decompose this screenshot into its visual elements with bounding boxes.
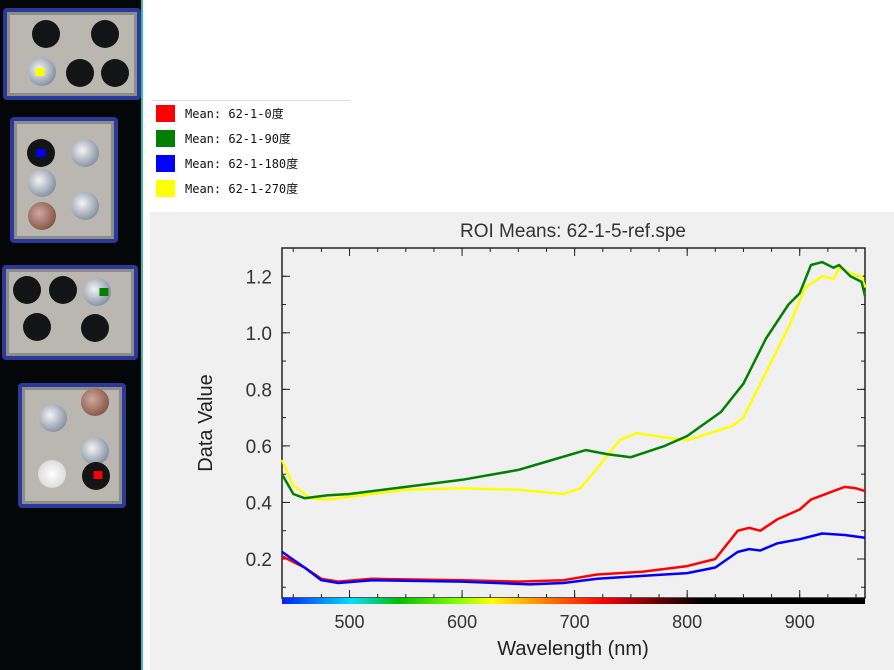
legend-item[interactable]: Mean: 62-1-180度 — [156, 153, 298, 173]
y-axis-label: Data Value — [195, 374, 217, 471]
legend-swatch — [156, 154, 175, 172]
series-line-2 — [281, 532, 866, 586]
sample-hole — [23, 313, 51, 341]
series-line-3 — [280, 266, 867, 501]
sample-image-panel — [0, 0, 143, 670]
sample-hole — [13, 276, 41, 304]
legend-swatch — [156, 104, 175, 122]
roi-marker-blue[interactable] — [36, 149, 46, 157]
sample-hole — [39, 404, 67, 432]
legend-swatch — [156, 129, 175, 147]
y-tick-label: 1.0 — [246, 324, 272, 345]
series-line-0 — [281, 485, 866, 583]
sample-hole — [81, 437, 109, 465]
sample-hole — [32, 20, 60, 48]
sample-hole — [28, 169, 56, 197]
sample-card-2 — [10, 117, 118, 243]
x-tick-label: 900 — [785, 612, 815, 632]
legend-label: Mean: 62-1-90度 — [185, 131, 291, 146]
x-tick-label: 800 — [672, 612, 702, 632]
chart-panel — [150, 212, 894, 670]
y-tick-label: 0.4 — [246, 493, 273, 514]
sample-hole — [81, 314, 109, 342]
legend-label: Mean: 62-1-180度 — [185, 156, 299, 171]
y-tick-label: 0.6 — [246, 437, 272, 458]
x-tick-label: 600 — [447, 612, 477, 632]
sample-hole — [49, 276, 77, 304]
series-line-1 — [280, 260, 867, 500]
sample-hole — [38, 460, 66, 488]
legend-item[interactable]: Mean: 62-1-90度 — [156, 128, 291, 148]
sample-hole — [71, 192, 99, 220]
x-tick-label: 700 — [560, 612, 590, 632]
y-tick-label: 0.8 — [246, 380, 272, 401]
x-tick-label: 500 — [335, 612, 365, 632]
y-tick-label: 0.2 — [246, 550, 272, 571]
legend-item[interactable]: Mean: 62-1-0度 — [156, 103, 284, 123]
legend-label: Mean: 62-1-270度 — [185, 181, 299, 196]
wavelength-colorbar — [282, 598, 865, 604]
plot-area — [281, 247, 866, 599]
legend-swatch — [156, 179, 175, 197]
legend-item[interactable]: Mean: 62-1-270度 — [156, 178, 298, 198]
y-tick-label: 1.2 — [246, 267, 272, 288]
sample-hole — [101, 59, 129, 87]
roi-marker-red[interactable] — [93, 471, 103, 479]
sample-hole — [91, 20, 119, 48]
roi-marker-yellow[interactable] — [35, 68, 45, 76]
legend: Mean: 62-1-0度 Mean: 62-1-90度 Mean: 62-1-… — [152, 100, 350, 205]
sample-hole — [28, 202, 56, 230]
x-axis-label: Wavelength (nm) — [497, 638, 649, 660]
roi-marker-green[interactable] — [99, 288, 109, 296]
sample-hole — [71, 139, 99, 167]
legend-label: Mean: 62-1-0度 — [185, 106, 284, 121]
chart-title: ROI Means: 62-1-5-ref.spe — [460, 221, 686, 242]
sample-hole — [66, 59, 94, 87]
sample-hole — [81, 388, 109, 416]
